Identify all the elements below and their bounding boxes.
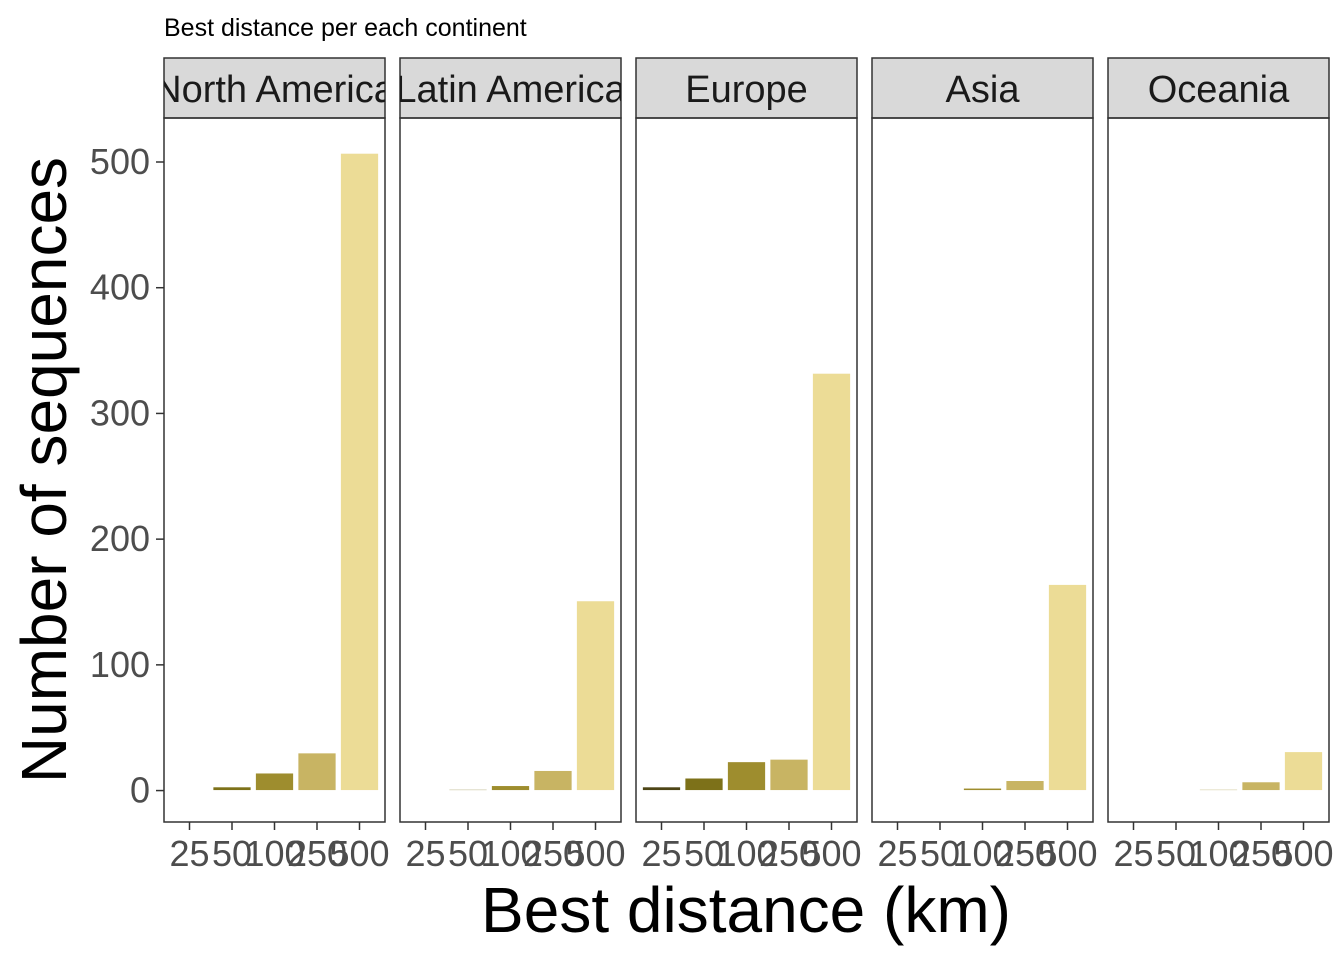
x-tick-label: 100 [1188, 833, 1248, 874]
bar [641, 786, 682, 792]
x-tick-label: 25 [877, 833, 917, 874]
bar [490, 785, 531, 792]
bar [1005, 780, 1045, 792]
bar [1283, 751, 1324, 792]
facet-strip [871, 57, 1094, 119]
bar [533, 769, 573, 792]
bar [297, 752, 337, 792]
facet-strip [1107, 57, 1330, 119]
facet-strip-label: Latin America [395, 69, 626, 111]
bar [726, 761, 767, 792]
y-axis-title: Number of sequences [8, 157, 80, 783]
bar [811, 372, 852, 792]
x-tick-label: 25 [1113, 833, 1153, 874]
x-tick-label: 50 [448, 833, 488, 874]
x-tick-label: 100 [716, 833, 776, 874]
facet-strip-label: Oceania [1148, 69, 1290, 111]
bar [212, 786, 252, 792]
bar [339, 152, 380, 792]
y-axis: 0 100 200 300 400 500 [90, 141, 164, 811]
x-tick-label: 25 [405, 833, 445, 874]
bar [1113, 790, 1154, 792]
x-tick-label: 100 [480, 833, 540, 874]
bar [684, 777, 724, 792]
x-tick-label: 500 [1037, 833, 1097, 874]
x-tick-label: 250 [1231, 833, 1291, 874]
y-tick-label: 500 [90, 141, 150, 182]
bar [877, 790, 918, 792]
facet-strip [635, 57, 858, 119]
bar [1156, 790, 1196, 792]
chart-title: Best distance per each continent [164, 14, 527, 42]
x-tick-label: 250 [995, 833, 1055, 874]
x-tick-label: 25 [641, 833, 681, 874]
x-tick-label: 50 [684, 833, 724, 874]
facet-strip-label: Europe [685, 69, 808, 111]
facet-strip [399, 57, 622, 119]
bar [405, 790, 446, 792]
y-tick-label: 0 [130, 770, 150, 811]
x-tick-label: 100 [244, 833, 304, 874]
bar [1047, 583, 1088, 792]
x-tick-label: 500 [329, 833, 389, 874]
x-tick-label: 25 [169, 833, 209, 874]
bar [769, 758, 809, 792]
bar [254, 772, 295, 792]
y-tick-label: 300 [90, 392, 150, 433]
x-tick-label: 50 [212, 833, 252, 874]
x-axis-title: Best distance (km) [481, 874, 1011, 946]
bar [1241, 781, 1281, 792]
x-tick-label: 500 [801, 833, 861, 874]
y-tick-label: 100 [90, 644, 150, 685]
x-tick-label: 50 [920, 833, 960, 874]
y-tick-label: 200 [90, 518, 150, 559]
facet-strip-label: North America [154, 69, 396, 111]
x-tick-label: 250 [523, 833, 583, 874]
x-tick-label: 500 [1273, 833, 1333, 874]
bar [448, 788, 488, 792]
panel-border [1107, 117, 1330, 823]
bar [169, 790, 210, 792]
bar [920, 790, 960, 792]
bar [962, 787, 1003, 792]
x-tick-label: 250 [287, 833, 347, 874]
bar [1198, 788, 1239, 792]
x-tick-label: 100 [952, 833, 1012, 874]
x-tick-label: 250 [759, 833, 819, 874]
x-tick-label: 500 [565, 833, 625, 874]
facet-strip-label: Asia [946, 69, 1021, 111]
x-tick-label: 50 [1156, 833, 1196, 874]
bar [575, 600, 616, 792]
y-tick-label: 400 [90, 267, 150, 308]
